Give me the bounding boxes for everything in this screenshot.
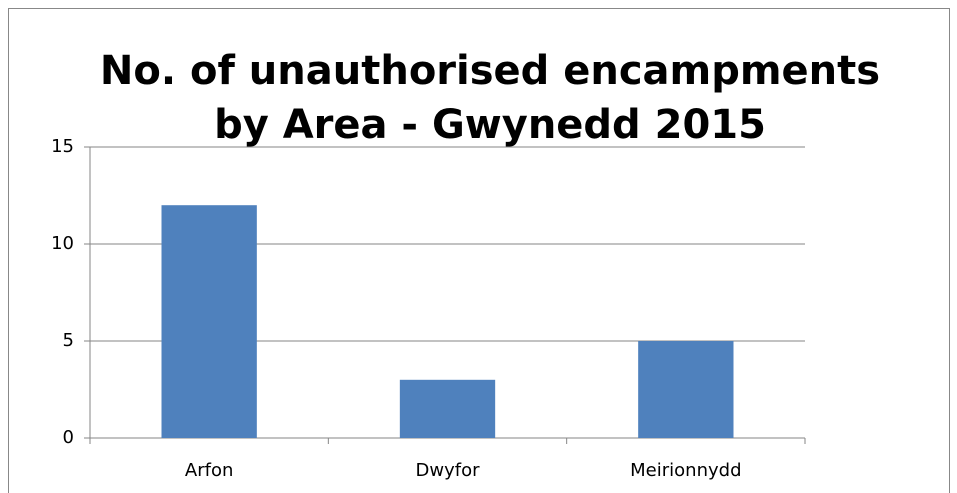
y-tick-label: 5: [63, 330, 74, 351]
chart-title: No. of unauthorised encampments by Area …: [99, 48, 881, 148]
x-tick-label: Arfon: [185, 460, 233, 481]
x-tick-label: Dwyfor: [416, 460, 481, 481]
y-tick-label: 15: [51, 136, 74, 157]
bar: [399, 379, 496, 438]
y-tick-label: 0: [63, 427, 74, 448]
bar: [638, 341, 734, 438]
y-tick-label: 10: [51, 233, 74, 254]
x-tick-label: Meirionnydd: [630, 460, 741, 481]
bar: [161, 205, 257, 438]
